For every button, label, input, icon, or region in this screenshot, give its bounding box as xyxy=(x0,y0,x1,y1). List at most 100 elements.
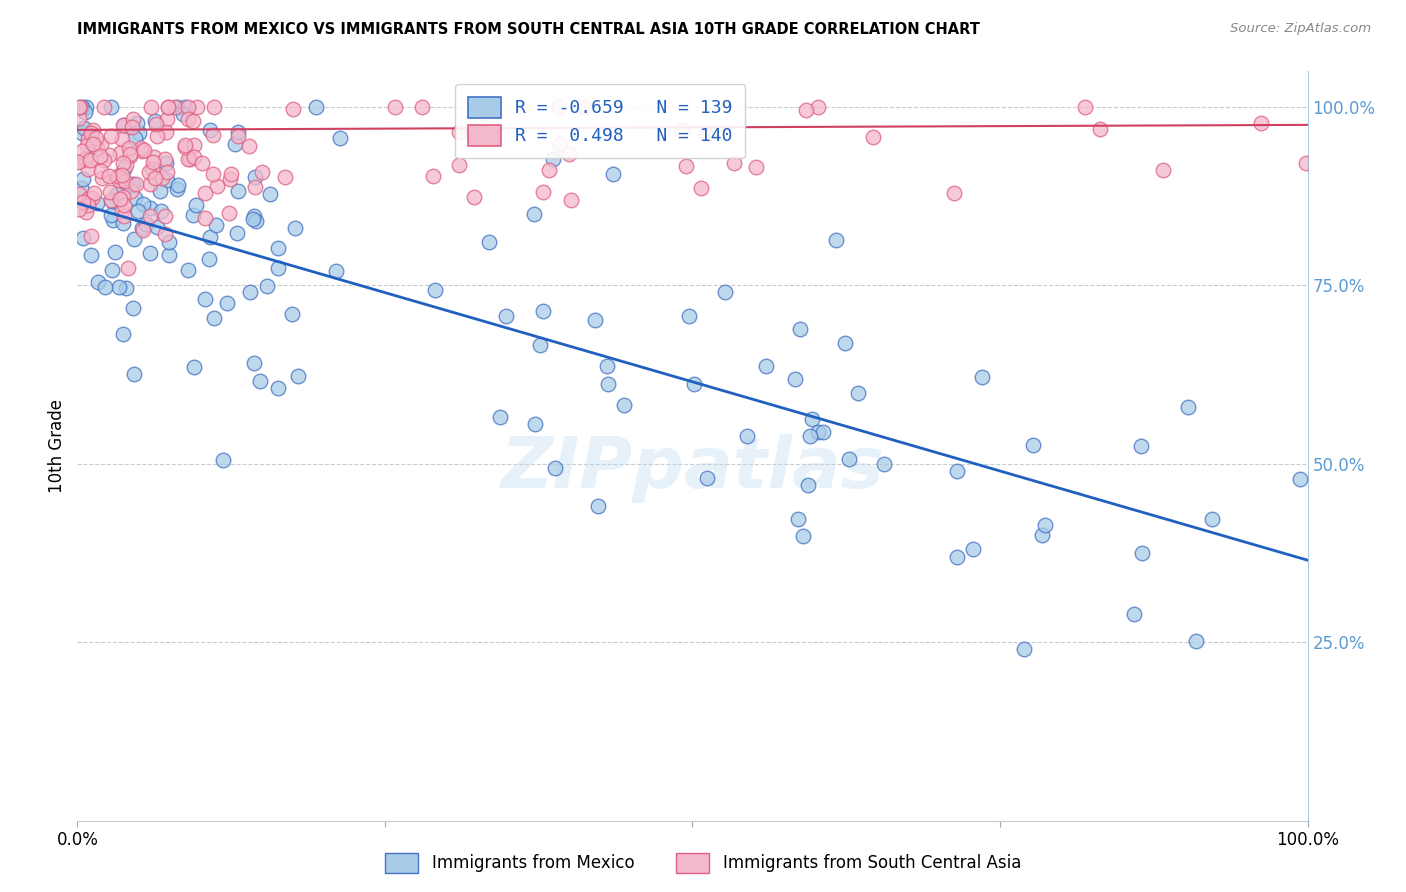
Point xyxy=(72,144,94,158)
Point xyxy=(112,156,135,170)
Point xyxy=(202,311,225,326)
Point xyxy=(529,338,551,352)
Point xyxy=(167,178,190,192)
Point xyxy=(1250,116,1272,130)
Point xyxy=(122,177,145,191)
Point xyxy=(224,137,246,152)
Point xyxy=(1033,518,1056,533)
Point xyxy=(153,209,176,223)
Point xyxy=(946,464,969,478)
Point xyxy=(79,191,101,205)
Point xyxy=(181,113,204,128)
Point xyxy=(108,146,131,161)
Point xyxy=(91,170,114,185)
Point xyxy=(789,322,811,336)
Point xyxy=(101,213,124,227)
Point xyxy=(86,196,108,211)
Point xyxy=(72,172,94,186)
Point xyxy=(173,139,195,153)
Point xyxy=(110,192,132,206)
Point xyxy=(249,374,271,388)
Point xyxy=(131,221,153,235)
Point xyxy=(120,178,142,193)
Point xyxy=(87,275,110,289)
Point xyxy=(284,220,307,235)
Point xyxy=(1122,607,1144,621)
Point xyxy=(177,152,200,166)
Point xyxy=(675,159,697,173)
Point xyxy=(183,359,205,374)
Point xyxy=(477,100,499,114)
Point xyxy=(942,186,965,201)
Point xyxy=(226,129,249,144)
Point xyxy=(112,173,135,187)
Point xyxy=(66,155,89,169)
Point xyxy=(89,149,111,163)
Point xyxy=(1152,162,1174,177)
Point xyxy=(117,261,139,276)
Point xyxy=(111,190,134,204)
Point xyxy=(73,121,96,136)
Point xyxy=(115,158,138,172)
Point xyxy=(190,156,212,170)
Point xyxy=(166,182,188,196)
Point xyxy=(155,173,177,187)
Point xyxy=(98,185,121,199)
Point xyxy=(783,372,806,386)
Point xyxy=(267,381,290,395)
Point xyxy=(90,136,112,151)
Point xyxy=(449,125,471,139)
Point xyxy=(157,235,180,249)
Point xyxy=(141,100,163,114)
Point xyxy=(543,152,565,166)
Point xyxy=(1022,438,1045,452)
Point xyxy=(250,164,273,178)
Point xyxy=(422,169,444,183)
Point xyxy=(287,369,309,384)
Point xyxy=(259,186,281,201)
Point xyxy=(155,155,177,169)
Point xyxy=(723,155,745,169)
Point xyxy=(243,356,266,370)
Point xyxy=(127,203,149,218)
Text: ZIPpatlas: ZIPpatlas xyxy=(501,434,884,503)
Point xyxy=(186,197,208,211)
Point xyxy=(267,241,290,255)
Point xyxy=(84,131,107,145)
Legend: Immigrants from Mexico, Immigrants from South Central Asia: Immigrants from Mexico, Immigrants from … xyxy=(378,847,1028,880)
Point xyxy=(183,138,205,153)
Point xyxy=(132,223,155,237)
Point xyxy=(755,359,778,373)
Point xyxy=(122,232,145,246)
Point xyxy=(107,169,129,184)
Point xyxy=(794,103,817,117)
Point xyxy=(94,280,117,294)
Point xyxy=(90,163,112,178)
Point xyxy=(117,140,139,154)
Point xyxy=(792,529,814,543)
Point xyxy=(110,203,132,218)
Point xyxy=(80,228,103,243)
Point xyxy=(194,211,217,225)
Point xyxy=(1201,512,1223,526)
Point xyxy=(807,100,830,114)
Point xyxy=(121,301,143,316)
Point xyxy=(93,153,115,168)
Point xyxy=(75,204,97,219)
Point xyxy=(183,150,205,164)
Point xyxy=(283,102,305,116)
Point xyxy=(107,280,129,294)
Point xyxy=(93,100,115,114)
Point xyxy=(226,226,249,240)
Point xyxy=(75,100,97,114)
Point xyxy=(105,186,128,201)
Legend: R = -0.659   N = 139, R =  0.498   N = 140: R = -0.659 N = 139, R = 0.498 N = 140 xyxy=(456,84,745,159)
Point xyxy=(105,170,128,185)
Point xyxy=(1288,472,1310,486)
Point xyxy=(846,385,869,400)
Point xyxy=(411,100,433,114)
Point xyxy=(112,197,135,211)
Point xyxy=(281,307,304,321)
Point xyxy=(69,154,91,169)
Point xyxy=(695,127,717,141)
